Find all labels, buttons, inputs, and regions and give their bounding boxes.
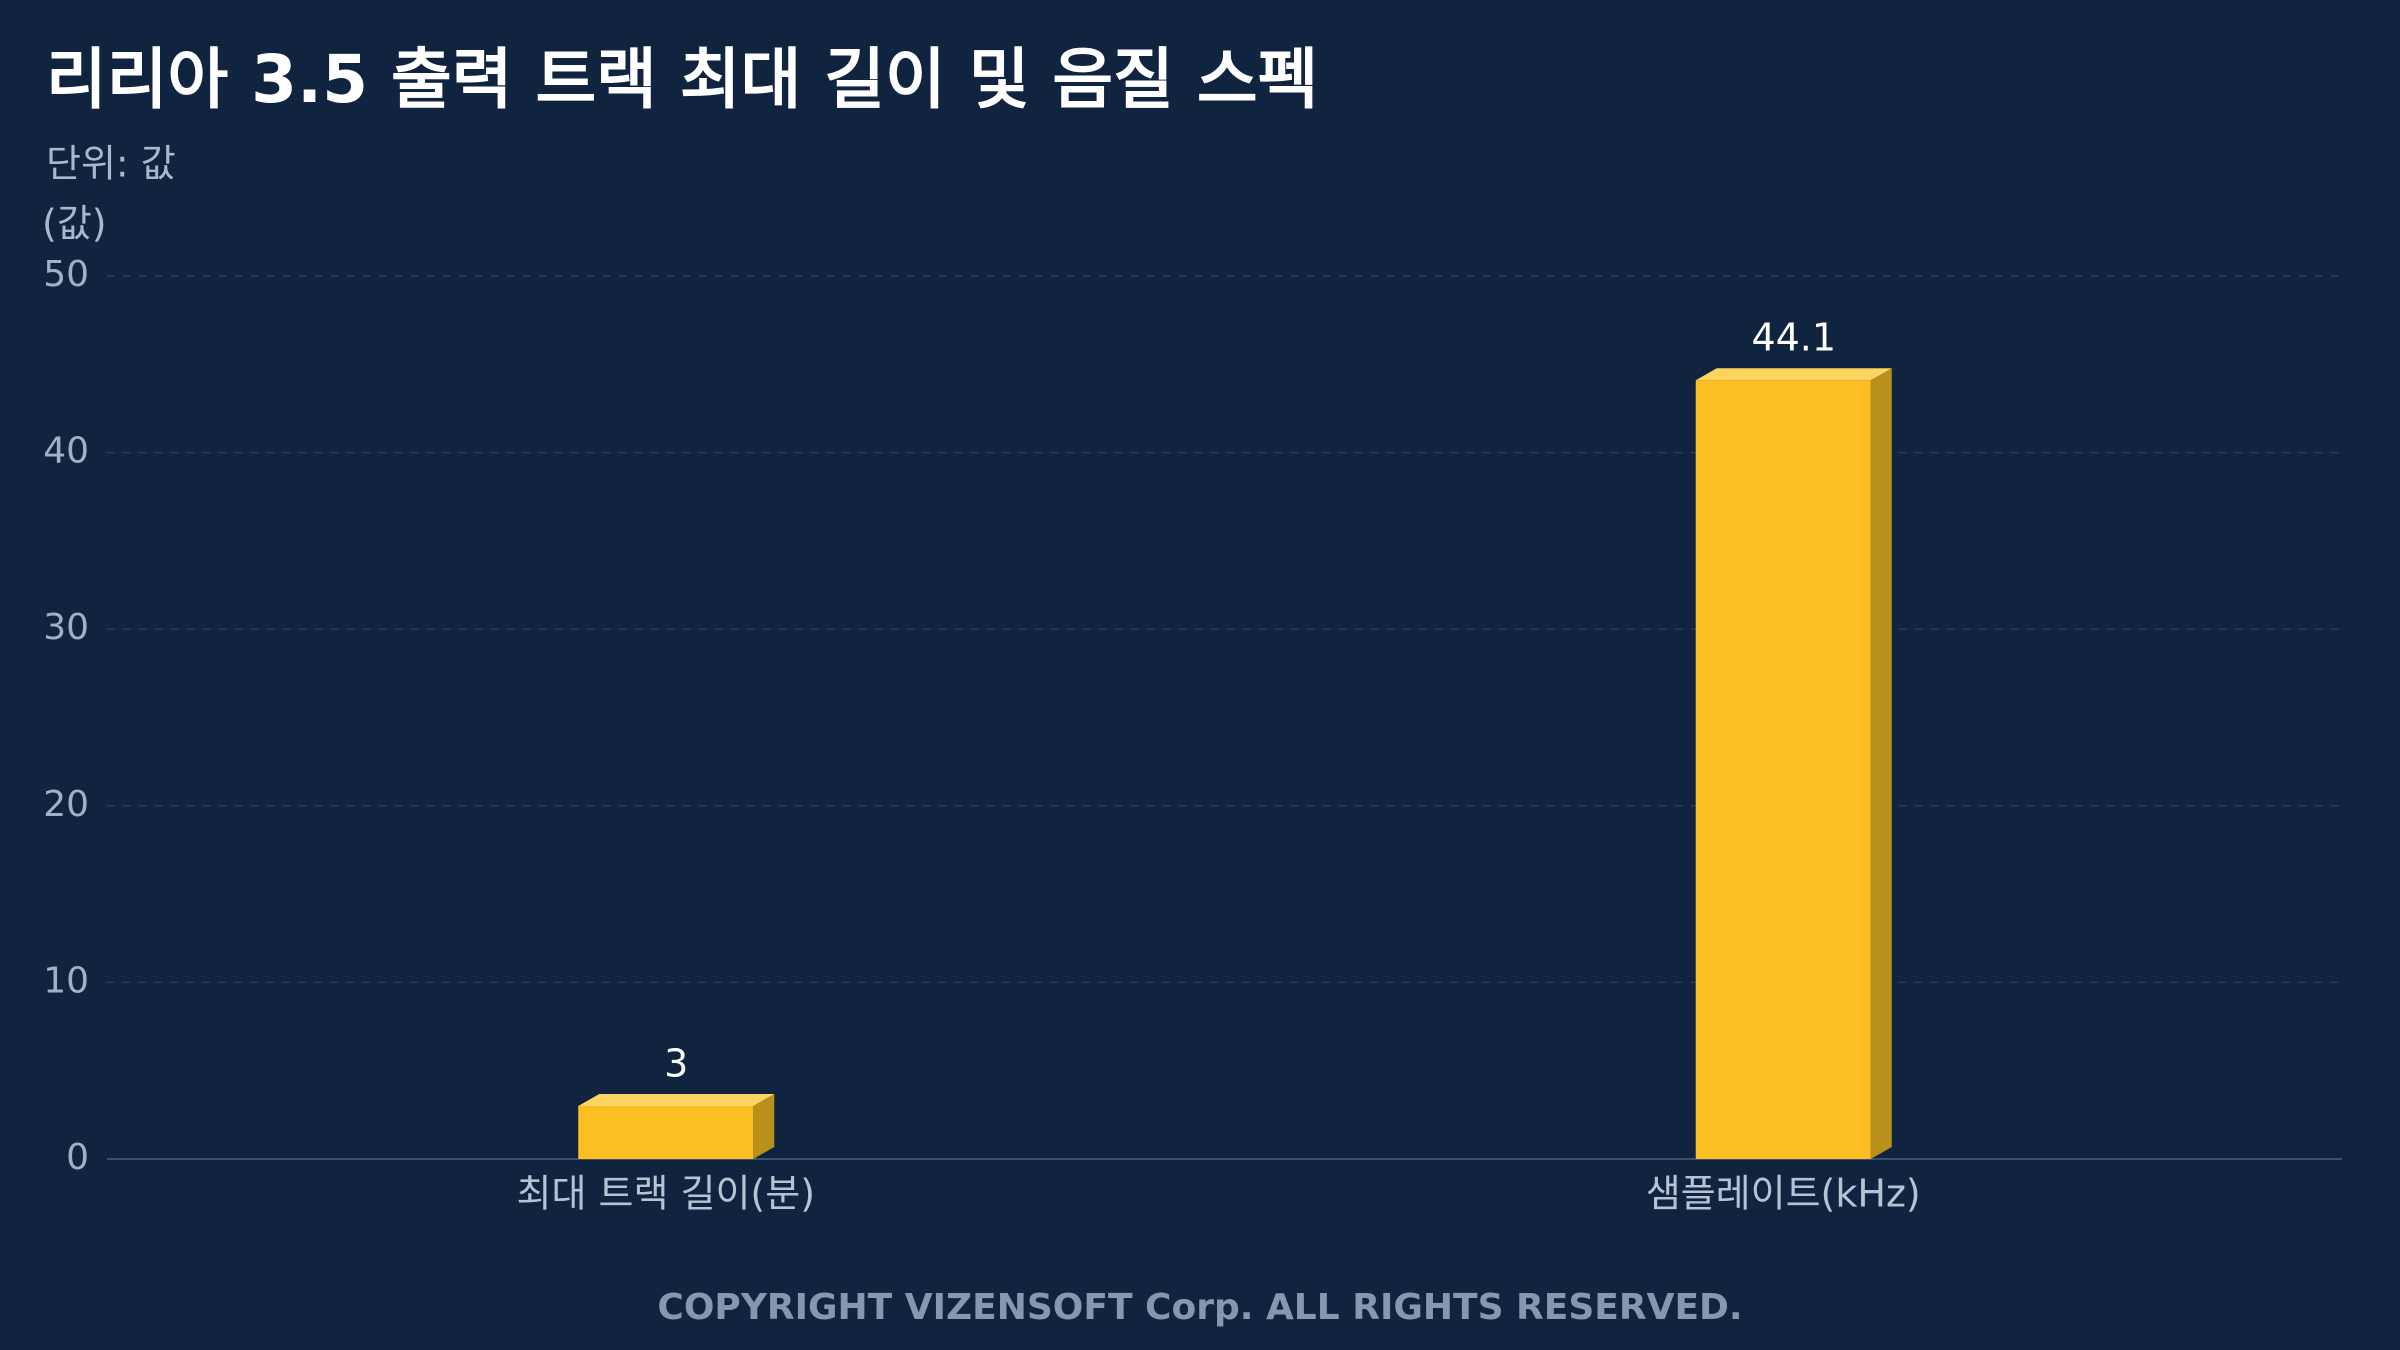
chart-subtitle: 단위: 값	[46, 142, 176, 186]
y-tick-label: 50	[43, 254, 89, 295]
value-label: 3	[664, 1042, 688, 1086]
y-tick-label: 0	[66, 1137, 89, 1178]
x-tick-label: 최대 트랙 길이(분)	[516, 1172, 815, 1216]
x-tick-label: 샘플레이트(kHz)	[1646, 1172, 1921, 1216]
y-axis-label: (값)	[42, 202, 107, 246]
y-tick-label: 40	[43, 431, 89, 472]
bar-top	[1695, 368, 1892, 381]
y-tick-label: 20	[43, 784, 89, 825]
bar-side	[1870, 368, 1892, 1160]
bar	[578, 1106, 754, 1159]
y-tick-label: 30	[43, 607, 89, 648]
footer: COPYRIGHT VIZENSOFT Corp. ALL RIGHTS RES…	[657, 1287, 1742, 1328]
bar-side	[753, 1094, 775, 1159]
chart-title: 리리아 3.5 출력 트랙 최대 길이 및 음질 스펙	[46, 41, 1318, 118]
bar	[1695, 380, 1871, 1160]
value-label: 44.1	[1751, 316, 1836, 360]
bar-top	[578, 1094, 775, 1107]
y-tick-label: 10	[43, 960, 89, 1001]
